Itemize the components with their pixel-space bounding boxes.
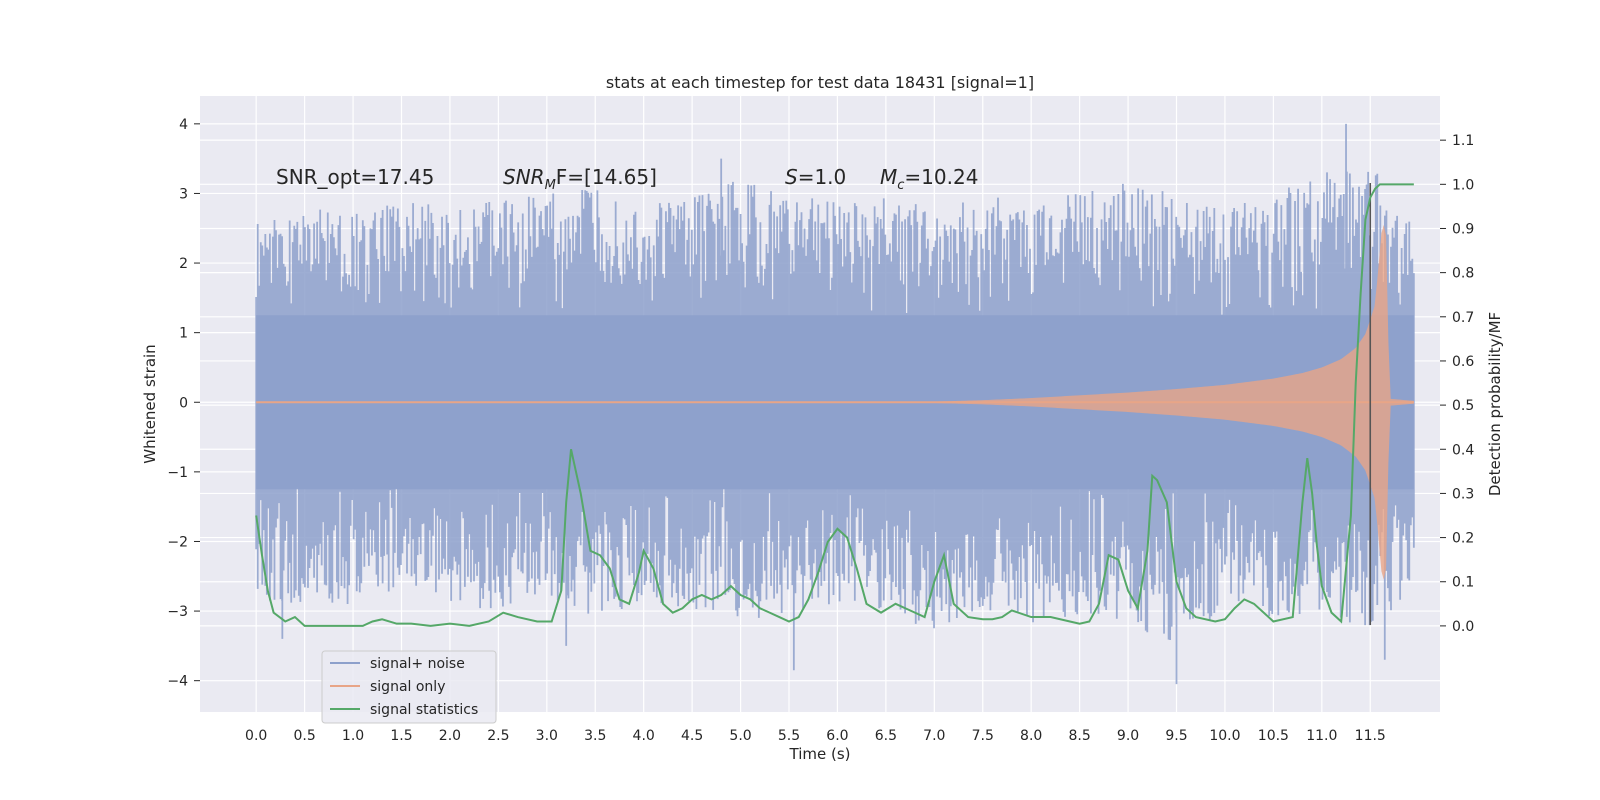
x-tick-label: 0.5 (293, 728, 315, 744)
annotation-mc-sub: c (897, 178, 904, 193)
y-tick-label: 0 (179, 395, 188, 411)
x-tick-label: 6.5 (875, 728, 897, 744)
x-tick-label: 3.0 (536, 728, 558, 744)
annotation-s-rest: =1.0 (798, 165, 847, 189)
x-tick-label: 2.0 (439, 728, 461, 744)
x-tick-label: 11.0 (1306, 728, 1337, 744)
annotation-s: S=1.0 (785, 165, 846, 189)
y-right-tick-label: 0.2 (1452, 531, 1474, 547)
annotation-mc-rest: =10.24 (904, 165, 978, 189)
legend: signal+ noise signal only signal statist… (321, 650, 497, 724)
x-tick-label: 5.0 (729, 728, 751, 744)
y-right-tick-label: 0.3 (1452, 486, 1474, 502)
y-right-tick-label: 0.7 (1452, 310, 1474, 326)
y-right-tick-label: 1.0 (1452, 177, 1474, 193)
signal-statistics-series (255, 183, 1414, 627)
annotation-mc-label: M (880, 165, 897, 189)
x-tick-label: 7.5 (972, 728, 994, 744)
x-tick-label: 1.0 (342, 728, 364, 744)
x-tick-label: 4.5 (681, 728, 703, 744)
y-right-tick-label: 0.9 (1452, 221, 1474, 237)
annotation-snr-mf-rest: F=[14.65] (556, 165, 657, 189)
annotation-s-label: S (785, 165, 798, 189)
y-right-tick-label: 0.1 (1452, 575, 1474, 591)
annotation-snr-mf-label: SNR (503, 165, 545, 189)
legend-label-signal-plus-noise: signal+ noise (370, 656, 465, 672)
x-tick-label: 6.0 (826, 728, 848, 744)
x-tick-label: 8.5 (1068, 728, 1090, 744)
x-tick-label: 4.0 (633, 728, 655, 744)
y-tick-label: −1 (167, 465, 188, 481)
x-tick-label: 0.0 (245, 728, 267, 744)
annotation-snr-mf: SNRMF=[14.65] (503, 165, 657, 193)
legend-label-signal-only: signal only (370, 679, 445, 695)
y-right-axis-label: Detection probability/MF (1486, 312, 1504, 496)
annotation-snr-opt: SNR_opt=17.45 (276, 165, 434, 189)
y-tick-label: −4 (167, 674, 188, 690)
annotation-snr-mf-sub: M (545, 178, 556, 193)
x-tick-label: 11.5 (1355, 728, 1386, 744)
x-tick-label: 7.0 (923, 728, 945, 744)
x-tick-label: 10.5 (1258, 728, 1289, 744)
axis-ticks: 0.0 0.5 1.0 1.5 2.0 2.5 3.0 3.5 4.0 4.5 5.0 5.5 6.0 6… (167, 117, 1474, 744)
y-right-tick-label: 0.0 (1452, 619, 1474, 635)
y-right-tick-label: 0.5 (1452, 398, 1474, 414)
x-tick-label: 3.5 (584, 728, 606, 744)
chart-title: stats at each timestep for test data 184… (606, 73, 1034, 92)
y-right-tick-label: 1.1 (1452, 133, 1474, 149)
y-right-tick-label: 0.6 (1452, 354, 1474, 370)
x-tick-label: 1.5 (390, 728, 412, 744)
x-tick-label: 5.5 (778, 728, 800, 744)
x-tick-label: 9.0 (1117, 728, 1139, 744)
y-right-tick-label: 0.8 (1452, 266, 1474, 282)
y-axis-label: Whitened strain (141, 344, 159, 463)
y-tick-label: 1 (179, 326, 188, 342)
legend-label-signal-statistics: signal statistics (370, 702, 478, 718)
x-tick-label: 8.0 (1020, 728, 1042, 744)
x-tick-label: 9.5 (1165, 728, 1187, 744)
y-right-tick-label: 0.4 (1452, 442, 1474, 458)
signal-only-series (256, 224, 1414, 580)
annotation-mc: Mc=10.24 (880, 165, 978, 193)
x-tick-label: 2.5 (487, 728, 509, 744)
x-axis-label: Time (s) (789, 745, 851, 763)
legend-box (321, 650, 497, 724)
y-tick-label: −2 (167, 534, 188, 550)
x-tick-label: 10.0 (1209, 728, 1240, 744)
y-tick-label: 2 (179, 256, 188, 272)
y-tick-label: 3 (179, 186, 188, 202)
y-tick-label: 4 (179, 117, 188, 133)
y-tick-label: −3 (167, 604, 188, 620)
